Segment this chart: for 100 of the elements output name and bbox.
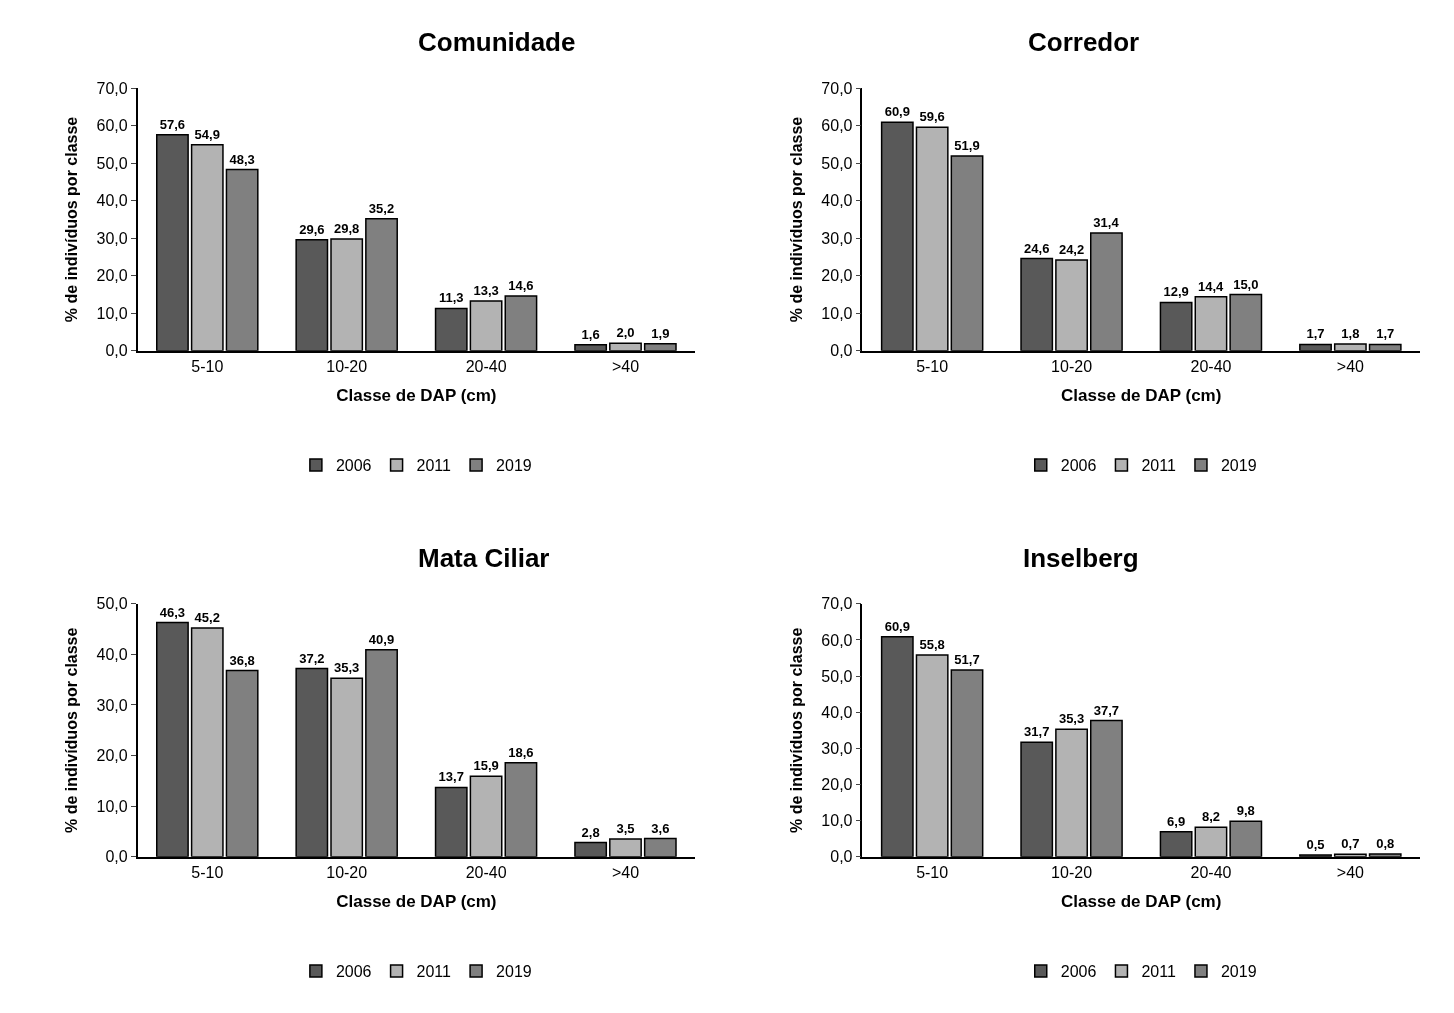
x-tick-label: 5-10: [916, 863, 949, 881]
data-label: 37,7: [1093, 702, 1120, 718]
data-label: 48,3: [229, 151, 255, 167]
legend-label: 2019: [496, 963, 532, 981]
legend-label: 2006: [335, 963, 372, 981]
legend-label: 2011: [416, 457, 452, 475]
y-tick-label: 20,0: [96, 747, 128, 765]
legend-label: 2011: [416, 963, 452, 981]
y-tick-label: 10,0: [96, 797, 128, 815]
legend-label: 2019: [1220, 963, 1257, 981]
data-label: 1,8: [1341, 326, 1360, 342]
data-label: 51,7: [954, 651, 980, 667]
data-label: 40,9: [368, 631, 395, 647]
y-tick-label: 20,0: [96, 267, 128, 285]
data-label: 59,6: [919, 109, 945, 125]
data-label: 1,9: [651, 325, 670, 341]
chart-title: Comunidade: [418, 27, 576, 57]
data-label: 0,7: [1341, 836, 1360, 852]
data-label: 60,9: [884, 618, 910, 634]
data-label: 51,9: [954, 138, 980, 154]
y-tick-label: 70,0: [821, 79, 853, 97]
data-label: 3,6: [651, 820, 670, 836]
legend-label: 2006: [1060, 457, 1097, 475]
data-label: 37,2: [299, 650, 325, 666]
x-tick-label: 20-40: [1190, 357, 1232, 375]
data-label: 12,9: [1163, 284, 1189, 300]
y-tick-label: 40,0: [821, 703, 853, 721]
y-axis-title: % de indivíduos por classe: [62, 116, 80, 323]
y-tick-label: 0,0: [830, 342, 853, 360]
data-label: 6,9: [1167, 813, 1186, 829]
x-tick-label: >40: [611, 863, 640, 881]
y-tick-label: 50,0: [821, 154, 853, 172]
y-tick-label: 0,0: [830, 848, 853, 866]
y-tick-label: 40,0: [96, 192, 128, 210]
y-tick-label: 10,0: [96, 304, 128, 322]
data-label: 18,6: [508, 744, 534, 760]
data-label: 0,5: [1306, 836, 1325, 852]
y-tick-label: 60,0: [821, 631, 853, 649]
x-tick-label: 20-40: [1190, 863, 1232, 881]
data-label: 46,3: [159, 604, 186, 620]
data-label: 35,3: [1058, 711, 1085, 727]
data-label: 60,9: [884, 104, 910, 120]
data-label: 13,3: [473, 282, 499, 298]
x-tick-label: 10-20: [326, 863, 368, 881]
data-label: 14,4: [1197, 278, 1224, 294]
legend-label: 2006: [335, 457, 372, 475]
data-label: 24,6: [1024, 240, 1050, 256]
y-tick-label: 20,0: [821, 267, 853, 285]
x-tick-label: 5-10: [191, 863, 224, 881]
legend-label: 2019: [496, 457, 532, 475]
y-tick-label: 60,0: [821, 117, 853, 135]
data-label: 3,5: [616, 821, 635, 837]
data-label: 55,8: [919, 637, 945, 653]
data-label: 13,7: [438, 769, 464, 785]
data-label: 24,2: [1058, 242, 1085, 257]
data-label: 15,9: [473, 758, 499, 774]
data-label: 35,3: [334, 660, 360, 676]
x-tick-label: 10-20: [1051, 863, 1093, 881]
y-tick-label: 60,0: [96, 117, 128, 135]
y-tick-label: 10,0: [821, 812, 853, 830]
y-tick-label: 30,0: [96, 696, 128, 714]
y-tick-label: 10,0: [821, 304, 853, 322]
x-tick-label: 10-20: [1051, 357, 1093, 375]
data-label: 45,2: [194, 610, 220, 626]
data-label: 15,0: [1233, 276, 1259, 292]
data-label: 0,8: [1376, 835, 1395, 851]
data-label: 29,8: [334, 220, 360, 236]
y-tick-label: 40,0: [96, 646, 128, 663]
x-tick-label: 5-10: [191, 357, 224, 375]
x-tick-label: >40: [1336, 863, 1365, 881]
data-label: 1,6: [581, 326, 600, 342]
y-tick-label: 20,0: [821, 776, 853, 794]
x-tick-label: 10-20: [326, 357, 368, 375]
data-label: 1,7: [1376, 326, 1395, 342]
data-label: 1,7: [1306, 326, 1325, 342]
y-axis-title: % de indivíduos por classe: [62, 627, 80, 833]
data-label: 31,4: [1093, 214, 1120, 230]
data-label: 31,7: [1024, 724, 1050, 740]
data-label: 14,6: [508, 278, 534, 294]
x-tick-label: 20-40: [465, 357, 507, 375]
data-label: 8,2: [1201, 809, 1220, 825]
y-tick-label: 30,0: [96, 229, 128, 247]
x-axis-title: Classe de DAP (cm): [1061, 891, 1222, 911]
data-label: 9,8: [1236, 803, 1255, 819]
x-axis-title: Classe de DAP (cm): [336, 385, 497, 405]
x-tick-label: >40: [1336, 357, 1365, 375]
x-tick-label: >40: [611, 357, 640, 375]
data-label: 57,6: [159, 116, 186, 132]
data-label: 2,0: [616, 325, 635, 341]
x-tick-label: 20-40: [465, 863, 507, 881]
y-tick-label: 50,0: [821, 667, 853, 685]
y-tick-label: 70,0: [96, 79, 128, 97]
chart-title: Corredor: [1028, 27, 1140, 57]
x-tick-label: 5-10: [916, 357, 949, 375]
y-tick-label: 0,0: [105, 848, 128, 866]
x-axis-title: Classe de DAP (cm): [1061, 385, 1222, 405]
y-tick-label: 70,0: [821, 595, 853, 613]
y-tick-label: 50,0: [96, 154, 128, 172]
data-label: 2,8: [581, 824, 600, 840]
y-axis-title: % de indivíduos por classe: [787, 116, 805, 323]
